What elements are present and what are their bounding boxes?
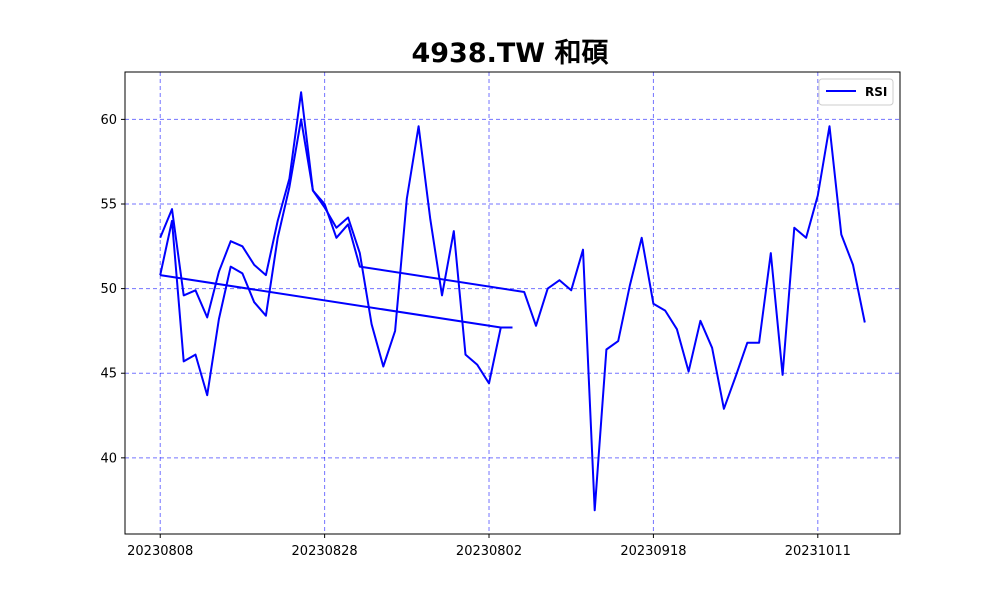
y-tick-label: 50 (100, 282, 117, 297)
y-tick-label: 45 (100, 367, 117, 382)
x-tick-label: 20230808 (127, 544, 193, 559)
legend: RSI (818, 78, 894, 106)
y-axis: 40 45 50 55 60 (100, 113, 125, 466)
x-tick-label: 20231011 (785, 544, 851, 559)
series-line-rsi-0 (159, 91, 866, 512)
y-tick-label: 40 (100, 451, 117, 466)
series-line-rsi-2 (160, 274, 501, 329)
chart-title: 4938.TW 和碩 (411, 38, 608, 69)
series-line-rsi-1 (159, 118, 513, 397)
x-tick-label: 20230918 (620, 544, 686, 559)
x-axis: 20230808 20230828 20230802 20230918 20231011 (127, 534, 851, 559)
plot-area (124, 71, 901, 535)
x-tick-label: 20230828 (292, 544, 358, 559)
y-tick-label: 60 (100, 113, 117, 128)
x-tick-label: 20230802 (456, 544, 522, 559)
series-layer (159, 91, 866, 512)
grid (125, 72, 900, 534)
y-tick-label: 55 (100, 198, 117, 213)
legend-label-rsi: RSI (865, 85, 887, 99)
